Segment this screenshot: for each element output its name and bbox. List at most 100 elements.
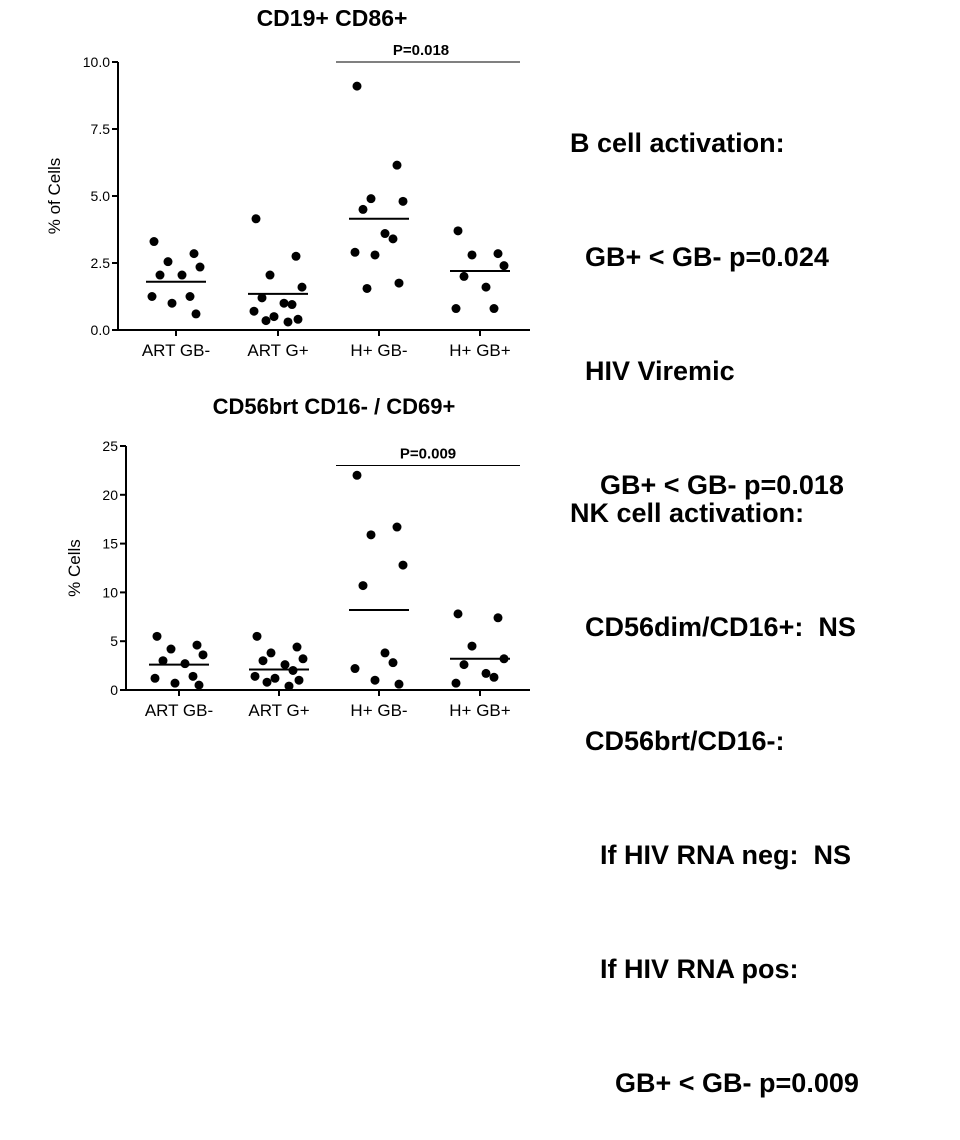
data-point bbox=[257, 293, 267, 303]
data-point bbox=[194, 680, 204, 690]
y-tick-label: 15 bbox=[102, 536, 118, 552]
y-tick-label: 10.0 bbox=[83, 54, 110, 70]
nk-cell-summary: NK cell activation: CD56dim/CD16+: NS CD… bbox=[570, 418, 859, 1140]
data-point bbox=[258, 656, 268, 666]
data-point bbox=[489, 672, 499, 682]
y-axis-label: % of Cells bbox=[45, 158, 64, 235]
data-point bbox=[398, 196, 408, 206]
data-point bbox=[481, 282, 491, 292]
data-point bbox=[294, 675, 304, 685]
data-point bbox=[493, 249, 503, 259]
chart-nk-cell: CD56brt CD16- / CD69+ % Cells 0 5 10 15 20 25 AR… bbox=[65, 394, 530, 720]
data-point bbox=[188, 671, 198, 681]
data-point bbox=[155, 270, 165, 280]
y-tick-label: 0.0 bbox=[91, 322, 111, 338]
data-point bbox=[394, 278, 404, 288]
nk-summary-line-2: CD56dim/CD16+: NS bbox=[570, 612, 856, 642]
x-tick-label: ART G+ bbox=[247, 341, 308, 360]
data-point bbox=[158, 656, 168, 666]
data-point bbox=[358, 204, 368, 214]
data-point bbox=[388, 234, 398, 244]
data-point bbox=[392, 522, 402, 532]
data-point bbox=[451, 304, 461, 314]
data-point bbox=[352, 81, 362, 91]
data-point bbox=[189, 249, 199, 259]
p-value-label: P=0.018 bbox=[393, 42, 449, 59]
data-point bbox=[163, 257, 173, 267]
chart-title: CD56brt CD16- / CD69+ bbox=[213, 394, 456, 419]
data-point bbox=[392, 160, 402, 170]
y-tick-label: 5 bbox=[110, 633, 118, 649]
data-point bbox=[451, 678, 461, 688]
x-tick-label: ART GB- bbox=[145, 701, 213, 720]
data-point bbox=[149, 237, 159, 247]
data-point bbox=[380, 648, 390, 658]
data-point bbox=[249, 306, 259, 316]
y-axis-label: % Cells bbox=[65, 539, 84, 597]
data-point bbox=[280, 660, 290, 670]
data-point bbox=[198, 650, 208, 660]
data-point bbox=[453, 609, 463, 619]
data-point bbox=[293, 314, 303, 324]
data-point bbox=[350, 664, 360, 674]
data-point bbox=[459, 660, 469, 670]
x-tick-label: ART G+ bbox=[248, 701, 309, 720]
data-point bbox=[265, 270, 275, 280]
data-point bbox=[358, 581, 368, 591]
data-point bbox=[150, 673, 160, 683]
chart-title: CD19+ CD86+ bbox=[257, 5, 408, 31]
b-summary-line-1: B cell activation: bbox=[570, 128, 785, 158]
data-point bbox=[467, 641, 477, 651]
y-tick-label: 2.5 bbox=[91, 255, 111, 271]
data-point bbox=[185, 292, 195, 301]
data-point bbox=[152, 631, 162, 641]
data-point bbox=[352, 470, 362, 480]
data-point bbox=[147, 292, 157, 301]
nk-summary-line-1: NK cell activation: bbox=[570, 498, 805, 528]
data-point bbox=[167, 298, 177, 308]
chart-b-cell: CD19+ CD86+ % of Cells 0.0 2.5 5.0 7.5 10.0 ART… bbox=[45, 5, 530, 360]
data-point bbox=[195, 262, 205, 272]
y-tick-label: 20 bbox=[102, 487, 118, 503]
data-point bbox=[459, 271, 469, 281]
data-point bbox=[350, 247, 360, 257]
data-point bbox=[283, 317, 293, 327]
y-tick-label: 0 bbox=[110, 682, 118, 698]
data-point bbox=[362, 283, 372, 293]
data-point bbox=[166, 644, 176, 654]
x-tick-label: H+ GB- bbox=[350, 701, 407, 720]
y-tick-label: 5.0 bbox=[91, 188, 111, 204]
nk-summary-line-4: If HIV RNA neg: NS bbox=[570, 840, 852, 870]
data-point bbox=[388, 658, 398, 668]
x-tick-label: H+ GB+ bbox=[449, 341, 510, 360]
data-point bbox=[489, 304, 499, 314]
data-point bbox=[370, 250, 380, 260]
data-point bbox=[380, 229, 390, 239]
data-point bbox=[467, 250, 477, 260]
b-cell-summary: B cell activation: GB+ < GB- p=0.024 HIV… bbox=[570, 48, 844, 542]
data-point bbox=[251, 214, 261, 224]
y-tick-label: 10 bbox=[102, 584, 118, 600]
data-point bbox=[292, 642, 302, 652]
data-point bbox=[366, 530, 376, 540]
data-point bbox=[394, 679, 404, 689]
b-summary-line-4: GB+ < GB- p=0.018 bbox=[570, 470, 844, 500]
data-point bbox=[269, 312, 279, 322]
b-summary-line-3: HIV Viremic bbox=[570, 356, 735, 386]
x-tick-label: H+ GB- bbox=[350, 341, 407, 360]
nk-summary-line-5: If HIV RNA pos: bbox=[570, 954, 799, 984]
data-point bbox=[262, 677, 272, 687]
data-point bbox=[291, 251, 301, 261]
data-point bbox=[266, 648, 276, 658]
nk-summary-line-3: CD56brt/CD16-: bbox=[570, 726, 785, 756]
data-point bbox=[370, 675, 380, 685]
y-tick-label: 25 bbox=[102, 438, 118, 454]
data-point bbox=[192, 640, 202, 650]
nk-summary-line-6: GB+ < GB- p=0.009 bbox=[570, 1068, 859, 1098]
data-point bbox=[252, 631, 262, 641]
data-point bbox=[297, 282, 307, 292]
y-tick-label: 7.5 bbox=[91, 121, 111, 137]
data-point bbox=[481, 668, 491, 678]
data-point bbox=[287, 300, 297, 310]
data-point bbox=[191, 309, 201, 319]
